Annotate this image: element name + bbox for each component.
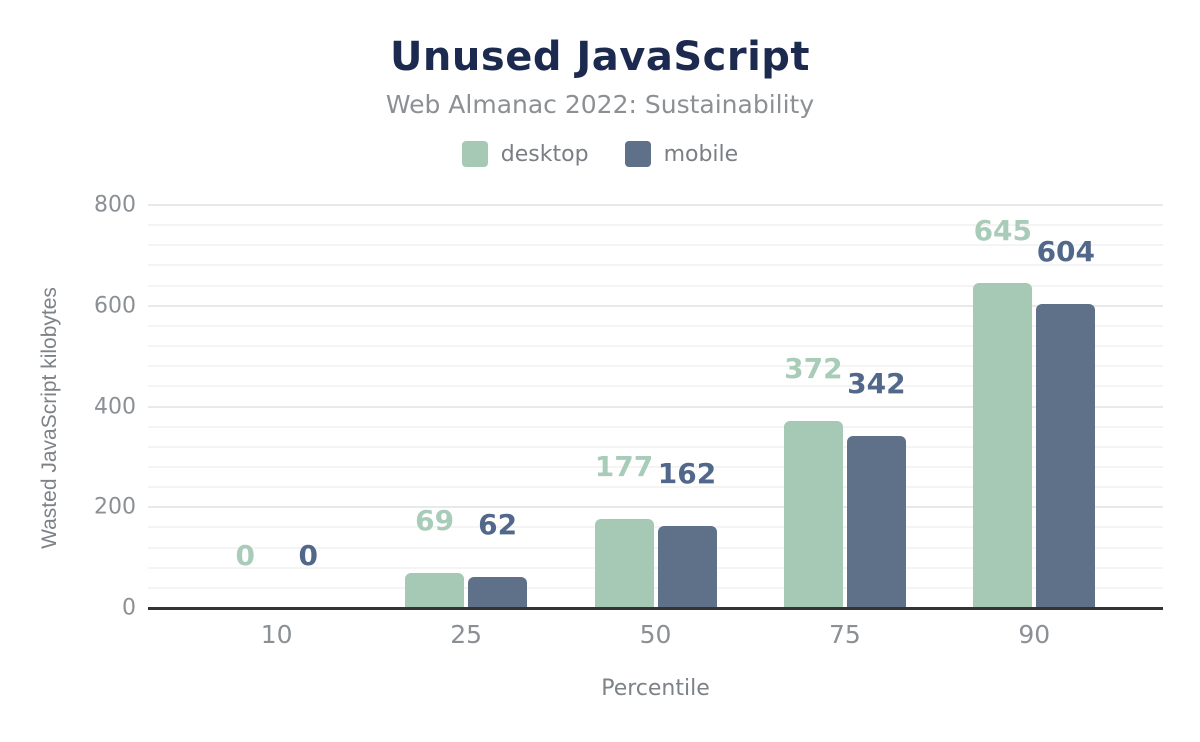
bar-value-label-mobile-p10: 0 (298, 539, 318, 572)
gridline-major-600 (148, 304, 1163, 307)
x-axis-title: Percentile (601, 676, 710, 701)
chart-subtitle: Web Almanac 2022: Sustainability (385, 90, 815, 119)
gridline-minor-360 (148, 425, 1163, 428)
gridline-major-200 (148, 506, 1163, 509)
gridline-major-400 (148, 405, 1163, 408)
y-tick-label-600: 600 (94, 293, 136, 319)
x-axis-line (148, 607, 1163, 610)
gridline-minor-440 (148, 385, 1163, 388)
legend: desktop mobile (0, 141, 1200, 167)
x-tick-label-10: 10 (260, 620, 293, 649)
x-tick-label-90: 90 (1018, 620, 1051, 649)
gridline-minor-40 (148, 586, 1163, 589)
chart-title: Unused JavaScript (389, 34, 811, 80)
gridline-minor-280 (148, 465, 1163, 468)
y-tick-label-0: 0 (122, 595, 136, 621)
y-tick-label-200: 200 (94, 494, 136, 520)
plot-area: 0 0 69 62 177 162 372 342 645 604 (148, 204, 1163, 610)
bar-value-label-mobile-p75: 342 (847, 366, 906, 400)
x-tick-label-25: 25 (450, 620, 482, 649)
bar-desktop-p25[interactable] (405, 573, 465, 608)
gridline-minor-520 (148, 345, 1163, 348)
bar-value-label-desktop-p50: 177 (594, 449, 654, 483)
legend-swatch-mobile (624, 141, 651, 167)
y-tick-label-800: 800 (94, 192, 136, 218)
gridline-minor-240 (148, 486, 1163, 489)
bar-value-label-desktop-p10: 0 (235, 539, 255, 572)
legend-swatch-desktop (461, 141, 488, 167)
gridline-major-800 (148, 204, 1163, 206)
bar-desktop-p90[interactable] (973, 283, 1033, 608)
x-tick-label-75: 75 (828, 620, 861, 649)
gridline-minor-160 (148, 526, 1163, 529)
bar-value-label-desktop-p25: 69 (415, 504, 455, 538)
y-tick-label-400: 400 (94, 394, 136, 419)
bar-value-label-mobile-p50: 162 (657, 457, 717, 491)
legend-item-desktop: desktop (461, 141, 589, 167)
legend-label-mobile: mobile (663, 141, 739, 167)
legend-item-mobile: mobile (624, 141, 739, 167)
bar-value-label-mobile-p90: 604 (1036, 234, 1096, 268)
gridline-minor-80 (148, 566, 1163, 569)
gridline-minor-760 (148, 224, 1163, 227)
bar-desktop-p50[interactable] (594, 518, 654, 608)
bar-mobile-p90[interactable] (1036, 303, 1096, 608)
gridline-minor-560 (148, 324, 1163, 327)
bar-mobile-p75[interactable] (846, 435, 906, 608)
bar-value-label-desktop-p75: 372 (784, 351, 843, 385)
gridline-minor-680 (148, 264, 1163, 267)
y-axis-title: Wasted JavaScript kilobytes (38, 287, 61, 549)
bar-mobile-p25[interactable] (468, 576, 528, 608)
gridline-minor-720 (148, 244, 1163, 247)
bar-mobile-p50[interactable] (657, 526, 717, 608)
bar-desktop-p75[interactable] (783, 420, 843, 608)
bar-value-label-mobile-p25: 62 (478, 507, 518, 541)
legend-label-desktop: desktop (500, 141, 589, 167)
gridline-minor-320 (148, 445, 1163, 448)
gridline-minor-640 (148, 284, 1163, 287)
gridline-minor-120 (148, 546, 1163, 549)
x-tick-label-50: 50 (639, 620, 672, 649)
bar-value-label-desktop-p90: 645 (973, 214, 1033, 248)
gridline-minor-480 (148, 365, 1163, 368)
